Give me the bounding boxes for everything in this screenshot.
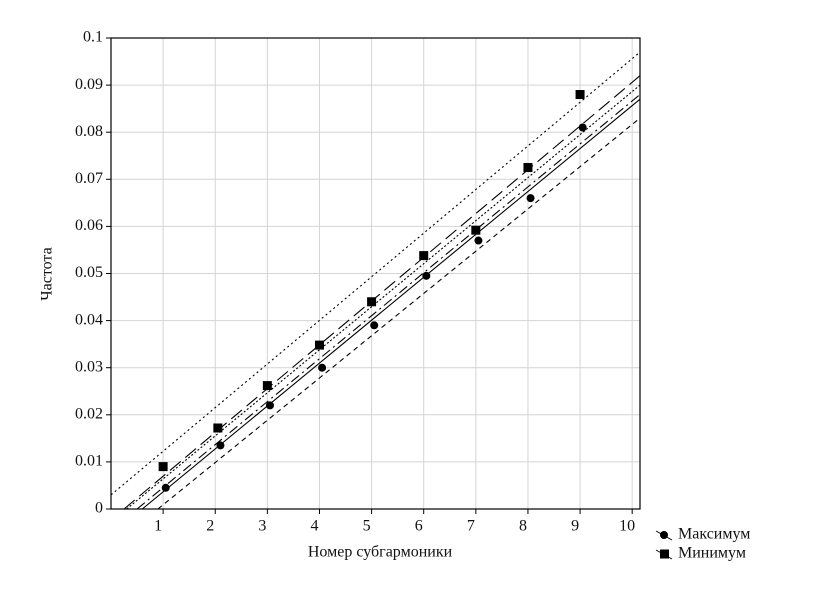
y-tick-label: 0.07	[75, 170, 103, 187]
y-tick-label: 0	[95, 500, 103, 517]
fit-line	[157, 117, 640, 509]
y-tick-label: 0.06	[75, 217, 103, 234]
fit-line	[126, 84, 640, 509]
x-tick-label: 2	[206, 518, 214, 535]
fit-line	[141, 98, 640, 509]
y-tick-label: 0.01	[75, 453, 103, 470]
fit-line	[136, 94, 640, 509]
x-tick-label: 4	[310, 518, 318, 535]
x-tick-label: 5	[363, 518, 371, 535]
point	[367, 297, 377, 307]
x-axis-label: Номер субгармоники	[308, 544, 453, 561]
x-tick-label: 6	[415, 518, 423, 535]
point	[422, 271, 431, 280]
point	[161, 483, 170, 492]
lines	[111, 51, 640, 509]
x-tick-label: 9	[571, 518, 579, 535]
x-tick-label: 10	[619, 518, 635, 535]
point	[213, 423, 223, 433]
legend-marker	[660, 549, 669, 559]
x-tick-label: 7	[467, 518, 475, 535]
fit-line	[123, 75, 640, 509]
point	[575, 90, 585, 100]
legend-marker	[660, 531, 668, 539]
x-tick-label: 3	[258, 518, 266, 535]
legend-label: Максимум	[678, 526, 750, 543]
point	[523, 163, 533, 173]
y-tick-label: 0.09	[75, 76, 103, 93]
point	[578, 123, 587, 132]
point	[471, 225, 481, 235]
y-axis-label: Частота	[39, 247, 56, 300]
point	[474, 236, 483, 245]
point	[262, 381, 272, 391]
x-tick-label: 8	[519, 518, 527, 535]
point	[314, 340, 324, 350]
y-tick-label: 0.05	[75, 264, 103, 281]
point	[216, 441, 225, 450]
x-tick-label: 1	[154, 518, 162, 535]
point	[526, 194, 535, 203]
legend-label: Минимум	[678, 545, 746, 562]
y-tick-label: 0.04	[75, 311, 103, 328]
point	[419, 251, 429, 261]
point	[318, 363, 327, 372]
point	[265, 401, 274, 410]
y-tick-label: 0.08	[75, 123, 103, 140]
y-tick-label: 0.1	[83, 29, 103, 46]
point	[370, 321, 379, 330]
plot-frame	[110, 37, 641, 510]
y-tick-label: 0.02	[75, 405, 103, 422]
point	[158, 462, 168, 472]
y-tick-label: 0.03	[75, 358, 103, 375]
